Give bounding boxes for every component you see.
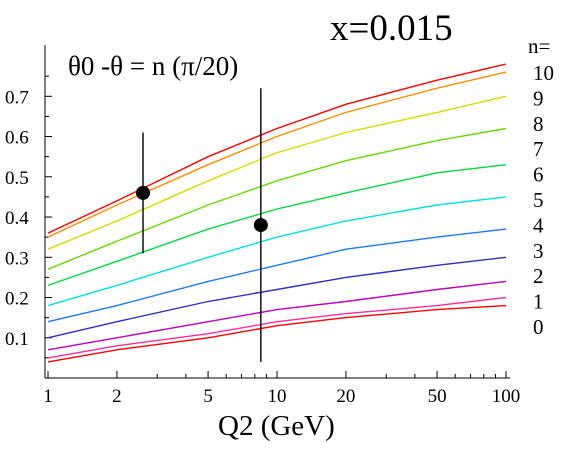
- y-tick-label: 0.7: [5, 87, 29, 108]
- x-axis-ticks: 1 2 5 10 20 50 100: [43, 371, 520, 407]
- x-tick-label: 2: [112, 386, 122, 407]
- y-tick-label: 0.3: [5, 248, 29, 269]
- legend-label: 7: [533, 137, 544, 161]
- curve-n-1: [47, 296, 507, 359]
- legend-label: 1: [533, 290, 544, 314]
- y-tick-label: 0.2: [5, 289, 29, 310]
- y-axis-ticks: 0.1 0.2 0.3 0.4 0.5 0.6 0.7: [5, 75, 52, 359]
- x-tick-label: 50: [428, 386, 447, 407]
- y-tick-label: 0.4: [5, 208, 29, 229]
- data-points: [136, 88, 268, 362]
- curve-n-4: [47, 228, 507, 323]
- legend-label: 9: [533, 86, 544, 110]
- y-tick-label: 0.6: [5, 128, 29, 149]
- legend-label: 4: [533, 213, 544, 237]
- chart-subtitle: θ0 -θ = n (π/20): [68, 51, 238, 81]
- legend-label: 6: [533, 163, 544, 187]
- curve-n-10: [47, 63, 507, 234]
- curve-n-2: [47, 280, 507, 351]
- legend-header: n=: [528, 34, 550, 58]
- legend-label: 0: [533, 315, 544, 339]
- legend-label: 5: [533, 188, 544, 212]
- y-tick-label: 0.1: [5, 329, 29, 350]
- legend-label: 8: [533, 112, 544, 136]
- curve-n-3: [47, 256, 507, 339]
- curve-n-0: [47, 304, 507, 363]
- chart-title: x=0.015: [330, 8, 453, 49]
- legend-label: 10: [533, 61, 554, 85]
- x-axis-title: Q2 (GeV): [218, 410, 335, 442]
- data-point: [136, 185, 151, 200]
- x-tick-label: 10: [268, 386, 287, 407]
- x-tick-label: 100: [492, 386, 521, 407]
- series-curves: [47, 63, 507, 363]
- x-tick-label: 5: [203, 386, 213, 407]
- curve-n-6: [47, 164, 507, 287]
- curve-n-5: [47, 196, 507, 307]
- y-tick-label: 0.5: [5, 168, 29, 189]
- legend-label: 2: [533, 264, 544, 288]
- curve-n-7: [47, 127, 507, 270]
- x-tick-label: 1: [43, 386, 53, 407]
- curve-n-8: [47, 95, 507, 250]
- data-point: [253, 218, 268, 233]
- legend-label: 3: [533, 239, 544, 263]
- curve-n-9: [47, 71, 507, 238]
- x-tick-label: 20: [336, 386, 355, 407]
